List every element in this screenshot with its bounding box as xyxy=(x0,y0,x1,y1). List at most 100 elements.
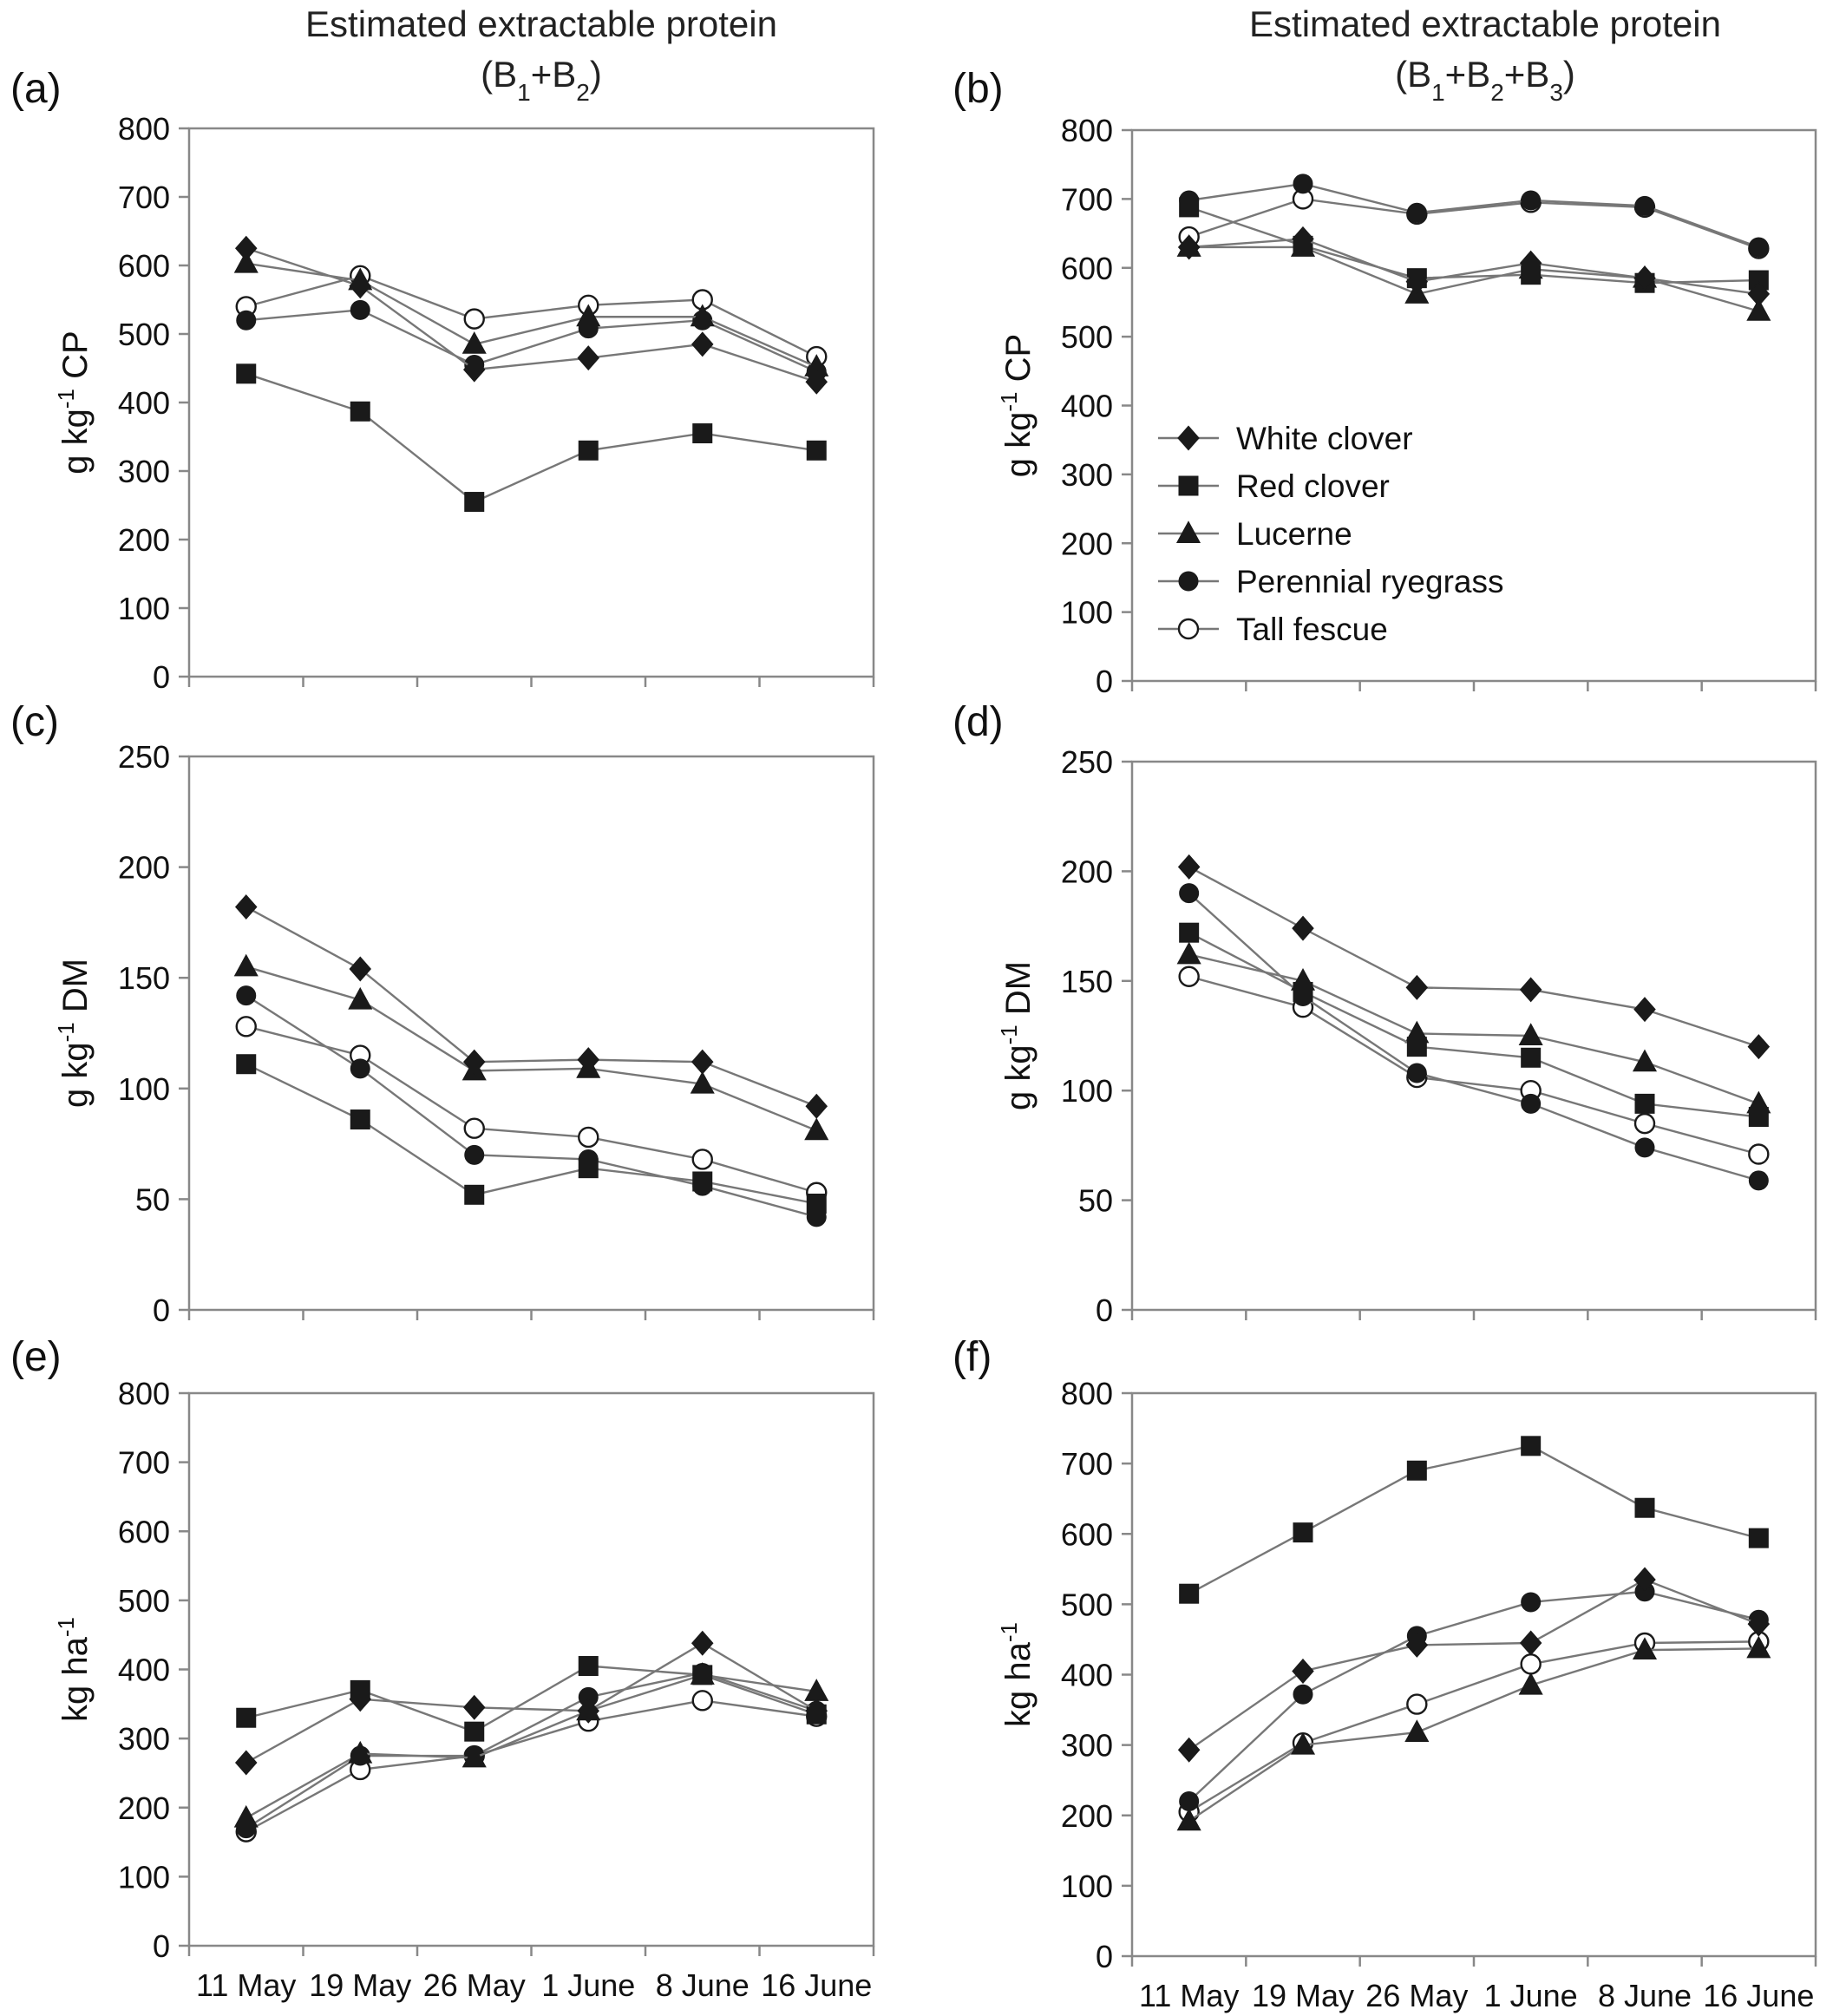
marker-triangle xyxy=(1290,1731,1316,1755)
marker-circle xyxy=(1521,190,1542,211)
y-tick-label: 500 xyxy=(1061,319,1113,355)
marker-triangle xyxy=(1632,1637,1658,1660)
column-title-line2: (B1+B2+B3) xyxy=(1395,54,1575,106)
y-tick-label: 300 xyxy=(118,1721,170,1757)
plot-frame xyxy=(187,127,875,678)
marker-diamond xyxy=(1405,269,1429,295)
marker-square xyxy=(236,363,257,384)
y-tick-label: 700 xyxy=(118,1445,170,1481)
y-tick-label: 600 xyxy=(118,1514,170,1549)
marker-square xyxy=(236,1054,257,1075)
y-axis-label: kg ha-1 xyxy=(996,1622,1038,1727)
marker-square xyxy=(806,1194,827,1214)
marker-circle xyxy=(1179,1791,1200,1812)
marker-circle-open xyxy=(1178,965,1200,987)
series-line xyxy=(245,247,817,383)
y-tick-label: 100 xyxy=(118,1071,170,1107)
legend-label: Perennial ryegrass xyxy=(1236,564,1503,599)
marker-diamond xyxy=(1292,1658,1314,1684)
marker-circle-open xyxy=(463,1117,485,1139)
x-tick-label: 8 June xyxy=(1598,1978,1692,2013)
series-red-clover xyxy=(1179,1436,1769,1604)
series-line xyxy=(245,1672,817,1829)
y-tick-label: 0 xyxy=(1096,1939,1113,1974)
y-axis-label: g kg-1 DM xyxy=(53,959,95,1108)
y-tick-label: 400 xyxy=(1061,1658,1113,1693)
marker-triangle xyxy=(1518,1672,1543,1695)
marker-square xyxy=(692,423,713,444)
y-tick-label: 700 xyxy=(118,180,170,215)
legend-label: White clover xyxy=(1236,421,1413,456)
series-tall-fescue xyxy=(1178,965,1770,1165)
plot-frame xyxy=(1130,1391,1817,1958)
y-tick-label: 500 xyxy=(118,1583,170,1619)
marker-diamond xyxy=(1519,977,1542,1003)
marker-square xyxy=(1178,475,1199,496)
series-line xyxy=(1188,866,1759,1048)
marker-triangle xyxy=(1176,941,1201,965)
marker-diamond xyxy=(577,345,600,371)
marker-diamond xyxy=(1633,1567,1656,1593)
marker-triangle xyxy=(461,1744,487,1768)
marker-triangle xyxy=(576,304,601,327)
marker-diamond xyxy=(1292,915,1314,941)
series-line xyxy=(1188,892,1759,1182)
marker-diamond xyxy=(805,1698,828,1724)
marker-circle-open xyxy=(463,308,485,330)
series-white-clover xyxy=(234,235,828,395)
chart-panel: (b) 0 100 200 300 400 500 600 700 800 g kg-1 CP Whi… xyxy=(952,66,1817,699)
marker-circle-open xyxy=(691,1690,713,1712)
x-tick-label: 26 May xyxy=(1365,1978,1468,2013)
marker-diamond xyxy=(462,1049,486,1075)
marker-circle xyxy=(350,299,370,320)
y-axis-label: kg ha-1 xyxy=(53,1617,95,1722)
y-tick-label: 250 xyxy=(1061,744,1113,780)
y-tick-label: 700 xyxy=(1061,1446,1113,1482)
marker-circle xyxy=(1293,173,1313,194)
marker-triangle xyxy=(233,953,259,977)
marker-triangle xyxy=(1176,1808,1201,1831)
series-lucerne xyxy=(233,953,829,1141)
marker-square xyxy=(1634,1093,1655,1114)
marker-square xyxy=(1521,1436,1542,1456)
marker-triangle xyxy=(690,304,715,327)
marker-circle xyxy=(236,985,257,1006)
series-line xyxy=(245,994,817,1218)
marker-diamond xyxy=(1747,281,1771,307)
y-tick-label: 200 xyxy=(1061,854,1113,889)
marker-diamond xyxy=(234,235,258,261)
legend-label: Tall fescue xyxy=(1236,612,1388,647)
series-line xyxy=(1188,1640,1759,1813)
marker-diamond xyxy=(1405,974,1429,1000)
marker-square xyxy=(464,492,485,513)
y-tick-label: 600 xyxy=(118,248,170,284)
series-white-clover xyxy=(1177,854,1771,1060)
y-axis-label: g kg-1 DM xyxy=(996,961,1038,1110)
marker-square xyxy=(1748,1528,1769,1548)
marker-circle-open xyxy=(1748,1143,1770,1165)
column-title-line1: Estimated extractable protein xyxy=(305,3,777,44)
series-lucerne xyxy=(1176,234,1771,321)
marker-circle xyxy=(1406,1063,1427,1083)
x-tick-label: 16 June xyxy=(761,1967,872,2003)
y-tick-label: 400 xyxy=(1061,389,1113,424)
marker-diamond xyxy=(349,273,372,299)
marker-diamond xyxy=(1292,226,1314,252)
x-tick-label: 26 May xyxy=(423,1967,526,2003)
x-tick-label: 8 June xyxy=(656,1967,750,2003)
marker-circle xyxy=(1293,1684,1313,1705)
chart-panel: (f) 0 100 200 300 400 500 600 700 800 11 May 19 May… xyxy=(952,1334,1817,2013)
series-line xyxy=(1188,182,1759,249)
series-tall-fescue xyxy=(235,1690,828,1843)
series-line xyxy=(245,262,817,369)
marker-circle xyxy=(1178,571,1199,592)
y-tick-label: 300 xyxy=(1061,457,1113,493)
y-tick-label: 800 xyxy=(1061,1376,1113,1411)
legend-entry: Tall fescue xyxy=(1158,612,1388,647)
series-line xyxy=(245,906,817,1108)
series-red-clover xyxy=(236,363,827,513)
marker-diamond xyxy=(1747,1611,1771,1637)
marker-triangle xyxy=(1632,1049,1658,1072)
